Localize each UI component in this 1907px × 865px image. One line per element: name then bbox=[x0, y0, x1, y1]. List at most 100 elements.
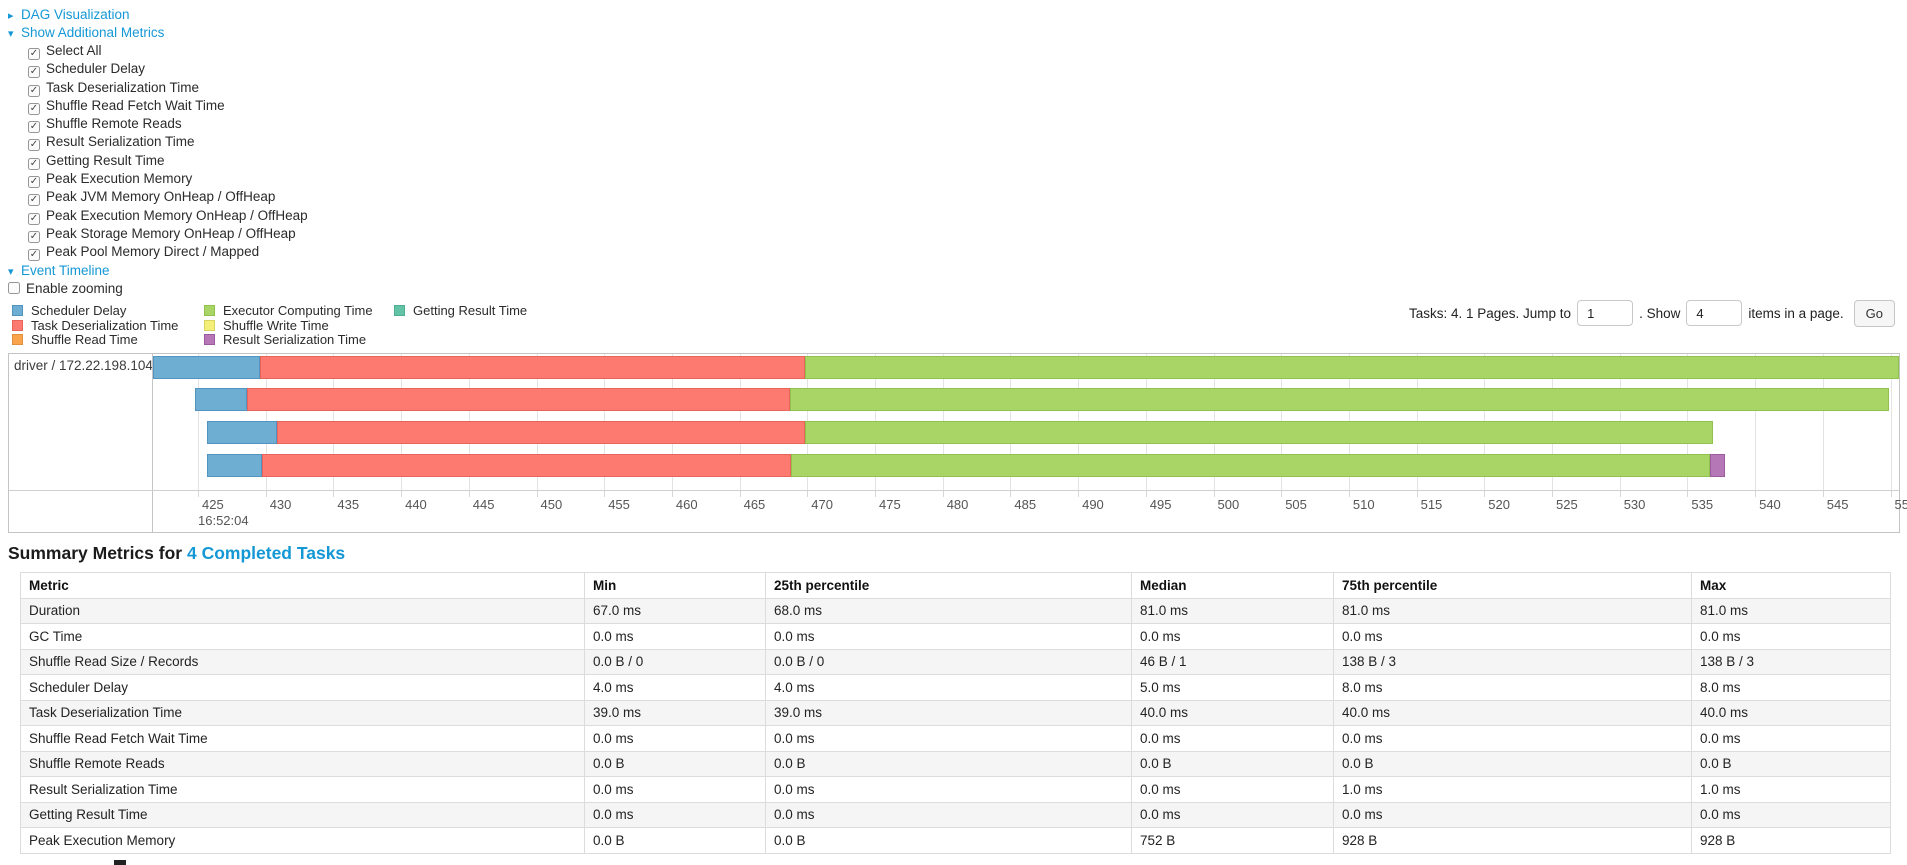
show-additional-metrics-toggle[interactable]: ▾ Show Additional Metrics bbox=[8, 24, 308, 42]
task-bar-executor-computing[interactable] bbox=[791, 454, 1711, 477]
tick-mark bbox=[333, 491, 335, 497]
metric-checkbox[interactable]: ✓ bbox=[28, 194, 40, 207]
metric-value-cell: 0.0 ms bbox=[584, 776, 766, 803]
completed-tasks-link[interactable]: 4 Completed Tasks bbox=[186, 543, 346, 563]
task-bar-scheduler-delay[interactable] bbox=[153, 356, 261, 379]
metric-checkbox[interactable]: ✓ bbox=[28, 48, 40, 60]
metric-value-cell: 40.0 ms bbox=[1691, 699, 1891, 726]
task-bar-executor-computing[interactable] bbox=[804, 356, 1899, 379]
tick-label: 510 bbox=[1352, 497, 1375, 512]
metric-value-cell: 4.0 ms bbox=[765, 674, 1132, 701]
metric-checkbox-row[interactable]: ✓ Shuffle Remote Reads bbox=[8, 115, 308, 134]
tick-label: 450 bbox=[540, 497, 563, 512]
tick-label: 485 bbox=[1014, 497, 1037, 512]
metric-name-cell: Shuffle Read Size / Records bbox=[20, 648, 585, 675]
metric-checkbox-row[interactable]: ✓ Shuffle Read Fetch Wait Time bbox=[8, 97, 308, 115]
metric-value-cell: 928 B bbox=[1691, 827, 1891, 854]
task-bar-task-deserialization[interactable] bbox=[261, 454, 792, 477]
tick-label: 495 bbox=[1149, 497, 1172, 512]
metric-checkbox-row[interactable]: ✓ Result Serialization Time bbox=[8, 133, 308, 152]
legend-column: Scheduler Delay Task Deserialization Time… bbox=[12, 303, 179, 348]
metric-checkbox[interactable]: ✓ bbox=[28, 230, 40, 243]
metric-value-cell: 1.0 ms bbox=[1691, 776, 1891, 803]
metric-checkbox-row[interactable]: ✓ Getting Result Time bbox=[8, 152, 308, 170]
metric-value-cell: 8.0 ms bbox=[1333, 674, 1692, 701]
metric-checkbox-row[interactable]: ✓ Peak Execution Memory OnHeap / OffHeap bbox=[8, 207, 308, 225]
metric-value-cell: 0.0 ms bbox=[1131, 801, 1334, 828]
legend-label: Task Deserialization Time bbox=[31, 317, 179, 333]
task-bar-scheduler-delay[interactable] bbox=[207, 421, 277, 444]
metric-name-cell: Shuffle Remote Reads bbox=[20, 750, 585, 777]
tick-mark bbox=[875, 491, 876, 497]
dag-visualization-label: DAG Visualization bbox=[21, 7, 130, 22]
metric-checkbox-row[interactable]: ✓ Peak Storage Memory OnHeap / OffHeap bbox=[8, 225, 308, 243]
task-bar-task-deserialization[interactable] bbox=[246, 388, 790, 411]
metric-checkbox[interactable]: ✓ bbox=[28, 139, 40, 152]
metric-value-cell: 81.0 ms bbox=[1333, 597, 1692, 624]
task-bar-executor-computing[interactable] bbox=[789, 388, 1890, 411]
metric-value-cell: 928 B bbox=[1333, 827, 1692, 854]
metric-checkbox-label: Peak JVM Memory OnHeap / OffHeap bbox=[46, 189, 276, 205]
metric-value-cell: 0.0 ms bbox=[765, 776, 1132, 803]
metric-value-cell: 138 B / 3 bbox=[1691, 648, 1891, 675]
metric-value-cell: 0.0 ms bbox=[1691, 801, 1891, 828]
metric-checkbox-row[interactable]: ✓ Scheduler Delay bbox=[8, 60, 308, 79]
tick-mark bbox=[468, 491, 470, 497]
metric-checkbox-row[interactable]: ✓ Peak Execution Memory bbox=[8, 170, 308, 189]
event-timeline-toggle[interactable]: ▾ Event Timeline bbox=[8, 262, 308, 280]
metric-name-cell: GC Time bbox=[20, 623, 585, 650]
timeline-x-axis: 16:52:04 425 430 435 440 445 450 455 460 465 470 4… bbox=[9, 490, 1907, 533]
legend-item: Shuffle Write Time bbox=[204, 317, 373, 334]
enable-zooming-row[interactable]: Enable zooming bbox=[8, 280, 308, 298]
metric-checkbox-row[interactable]: ✓ Peak JVM Memory OnHeap / OffHeap bbox=[8, 188, 308, 207]
metric-name-cell: Peak Execution Memory bbox=[20, 827, 585, 854]
task-bar-task-deserialization[interactable] bbox=[260, 356, 805, 379]
metric-checkbox-row[interactable]: ✓ Task Deserialization Time bbox=[8, 79, 308, 97]
axis-major-time-label: 16:52:04 bbox=[198, 513, 249, 528]
items-per-page-input[interactable] bbox=[1686, 300, 1743, 326]
summary-table-row: Scheduler Delay 4.0 ms 4.0 ms 5.0 ms 8.0 ms 8… bbox=[20, 674, 1891, 701]
task-pagination: Tasks: 4. 1 Pages. Jump to . Show items … bbox=[1409, 296, 1895, 330]
jump-to-page-input[interactable] bbox=[1577, 300, 1634, 326]
tick-mark bbox=[1552, 491, 1553, 497]
legend-label: Shuffle Write Time bbox=[223, 317, 329, 333]
summary-metrics-heading: Summary Metrics for 4 Completed Tasks bbox=[8, 543, 345, 564]
metric-checkbox-label: Shuffle Remote Reads bbox=[46, 116, 182, 132]
tick-mark bbox=[671, 491, 673, 497]
metric-checkbox[interactable]: ✓ bbox=[28, 212, 40, 225]
legend-label: Getting Result Time bbox=[413, 303, 528, 318]
tick-mark bbox=[1687, 491, 1689, 497]
summary-table-row: Task Deserialization Time 39.0 ms 39.0 ms 4… bbox=[20, 699, 1891, 726]
dag-visualization-toggle[interactable]: ▸ DAG Visualization bbox=[8, 6, 308, 24]
gridline bbox=[1822, 354, 1824, 490]
metric-checkbox[interactable]: ✓ bbox=[28, 66, 40, 79]
task-bar-task-deserialization[interactable] bbox=[276, 421, 805, 444]
metric-checkbox[interactable]: ✓ bbox=[28, 102, 40, 115]
task-bar-result-serialization[interactable] bbox=[1710, 454, 1726, 477]
tick-label: 530 bbox=[1623, 497, 1646, 512]
legend-label: Shuffle Read Time bbox=[31, 332, 138, 347]
metric-checkbox[interactable]: ✓ bbox=[28, 176, 40, 189]
pagination-text-before: Tasks: 4. 1 Pages. Jump to bbox=[1408, 305, 1572, 321]
summary-column-header: 25th percentile bbox=[765, 572, 1132, 599]
legend-label: Executor Computing Time bbox=[223, 303, 373, 318]
tick-mark bbox=[1281, 491, 1283, 497]
gridline bbox=[1890, 354, 1892, 490]
task-bar-scheduler-delay[interactable] bbox=[195, 388, 247, 411]
metric-checkbox-row[interactable]: ✓ Select All bbox=[8, 42, 308, 60]
metric-checkbox-label: Scheduler Delay bbox=[46, 61, 146, 77]
tick-label: 520 bbox=[1488, 497, 1510, 512]
enable-zooming-checkbox[interactable] bbox=[8, 281, 20, 294]
task-bar-scheduler-delay[interactable] bbox=[207, 454, 262, 477]
summary-column-header: Max bbox=[1691, 572, 1891, 599]
metric-checkbox[interactable]: ✓ bbox=[28, 249, 40, 262]
metric-checkbox[interactable]: ✓ bbox=[28, 121, 40, 134]
pagination-text-mid: . Show bbox=[1639, 305, 1681, 321]
metric-checkbox-row[interactable]: ✓ Peak Pool Memory Direct / Mapped bbox=[8, 243, 308, 262]
summary-column-header: Min bbox=[584, 572, 766, 599]
metric-checkbox[interactable]: ✓ bbox=[28, 84, 40, 97]
task-bar-executor-computing[interactable] bbox=[804, 421, 1714, 444]
go-button[interactable]: Go bbox=[1853, 299, 1895, 327]
metric-value-cell: 138 B / 3 bbox=[1333, 648, 1692, 675]
metric-checkbox[interactable]: ✓ bbox=[28, 157, 40, 170]
